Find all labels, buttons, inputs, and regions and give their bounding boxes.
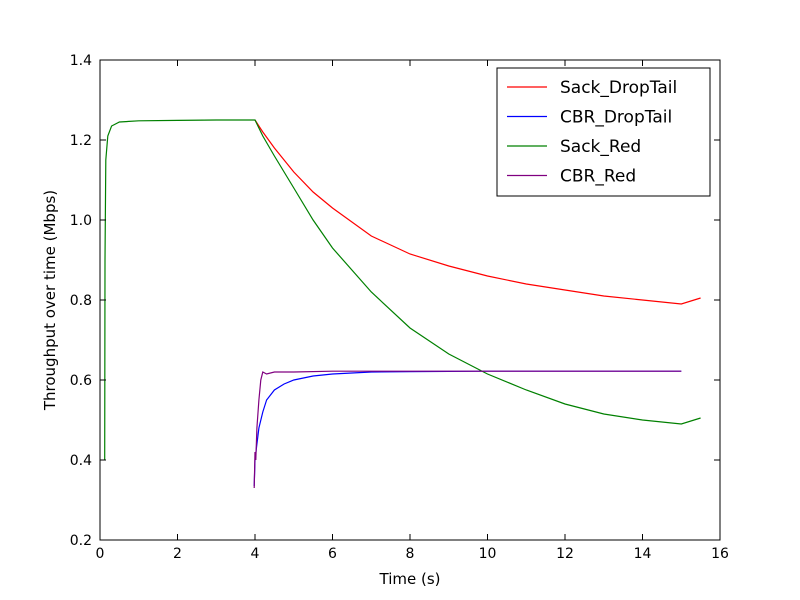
x-axis-label: Time (s) [379,570,441,588]
y-tick-label: 0.2 [70,533,92,549]
x-tick-label: 2 [173,546,182,562]
x-tick-label: 10 [479,546,497,562]
y-tick-label: 1.2 [70,133,92,149]
series-line-sack-red [104,119,701,461]
series-line-sack-droptail [254,119,701,305]
x-tick-label: 16 [711,546,729,562]
y-axis-label: Throughput over time (Mbps) [41,190,59,411]
x-tick-label: 12 [556,546,574,562]
x-tick-label: 8 [406,546,415,562]
legend-label-sack-droptail: Sack_DropTail [560,78,677,98]
legend: Sack_DropTail CBR_DropTail Sack_Red CBR_Red [496,67,711,197]
y-tick-label: 0.8 [70,293,92,309]
series-line-cbr-red [253,370,682,489]
y-tick-label: 1.0 [70,213,92,229]
y-tick-label: 0.6 [70,373,92,389]
y-tick-label: 0.4 [70,453,92,469]
x-tick-label: 14 [634,546,652,562]
x-tick-label: 4 [251,546,260,562]
x-tick-label: 0 [96,546,105,562]
legend-label-cbr-droptail: CBR_DropTail [560,108,672,128]
ticks-layer: 0 2 4 6 8 10 12 14 16 0.2 0.4 0.6 0.8 1.0 1.2 1.4 [70,53,729,562]
legend-label-sack-red: Sack_Red [560,137,641,157]
x-tick-label: 6 [328,546,337,562]
series-layer [104,119,701,489]
legend-box [496,67,711,197]
y-tick-label: 1.4 [70,53,92,69]
legend-label-cbr-red: CBR_Red [560,167,636,187]
